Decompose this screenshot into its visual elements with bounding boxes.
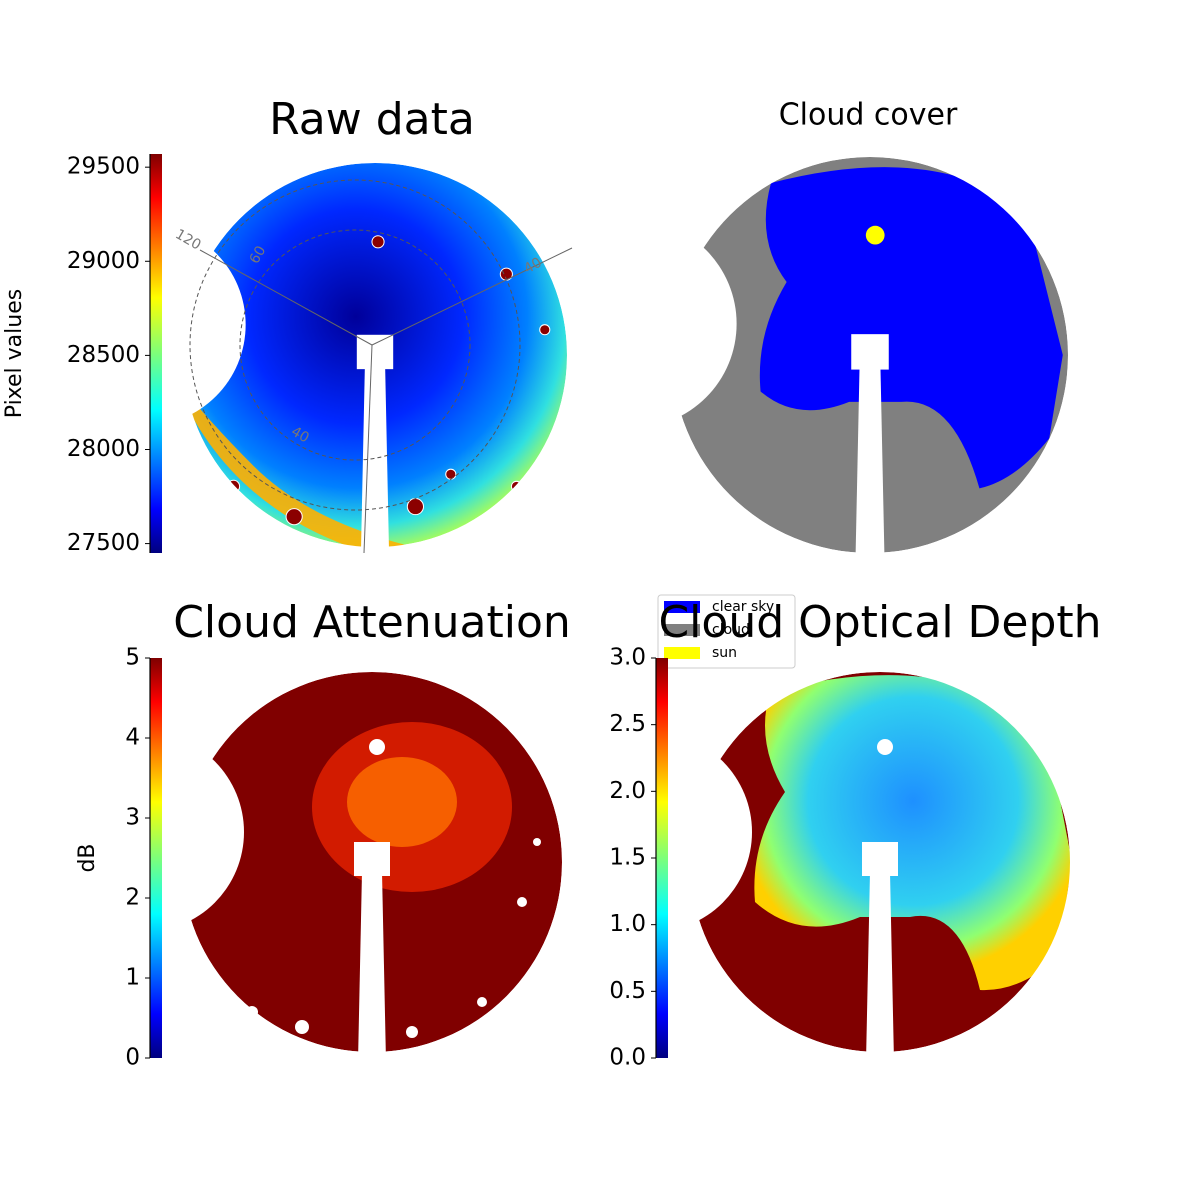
colorbar [150, 154, 162, 553]
sky-image [517, 897, 527, 907]
polar-axis [371, 247, 573, 346]
colorbar-tick-label: 0.0 [609, 1045, 646, 1071]
sky-panel [172, 163, 567, 553]
colorbar-tick-label: 29000 [67, 248, 140, 274]
colorbar [656, 658, 668, 1058]
colorbar-tick-label: 2 [125, 885, 140, 911]
polar-label: 40 [288, 424, 311, 447]
sky-image [533, 838, 541, 846]
sky-image [477, 997, 487, 1007]
colorbar-tick-label: 1.5 [609, 845, 646, 871]
polar-label: 40 [521, 255, 544, 278]
legend: clear sky cloud sun [657, 594, 796, 669]
colorbar-tick-label: 1.0 [609, 911, 646, 937]
sky-image [510, 480, 523, 492]
panel-title: Cloud Attenuation [173, 597, 571, 648]
polar-label: 60 [247, 243, 270, 266]
colorbar-label: dB [75, 843, 100, 872]
sky-image [754, 675, 1072, 991]
legend-swatch [664, 624, 700, 636]
legend-swatch [664, 601, 700, 613]
colorbar-tick-label: 5 [125, 645, 140, 671]
colorbar-tick-label: 3 [125, 805, 140, 831]
legend-label: cloud [712, 622, 750, 638]
legend-label: sun [712, 645, 737, 661]
sky-image [759, 167, 1063, 489]
polar-label: 120 [172, 226, 203, 253]
sky-image [371, 235, 385, 249]
colorbar-tick-label: 27500 [67, 530, 140, 556]
colorbar-tick-label: 29500 [67, 154, 140, 180]
panel-title: Cloud cover [779, 98, 958, 133]
panel-title: Raw data [269, 94, 475, 145]
colorbar-tick-label: 0.5 [609, 978, 646, 1004]
sky-image [369, 739, 385, 755]
polar-axis [199, 249, 373, 346]
sky-panel [690, 672, 1072, 1052]
colorbar-tick-label: 2.0 [609, 778, 646, 804]
colorbar-tick-label: 4 [125, 725, 140, 751]
polar-axis [363, 344, 373, 554]
sky-image [865, 225, 885, 245]
colorbar-tick-label: 1 [125, 965, 140, 991]
panel-title: Cloud Optical Depth [658, 597, 1101, 648]
sky-image [445, 468, 457, 480]
polar-ring [189, 179, 521, 511]
sky-image [877, 739, 893, 755]
colorbar-tick-label: 28500 [67, 342, 140, 368]
legend-swatch [664, 647, 700, 659]
sky-image [172, 375, 436, 553]
sky-image [406, 1026, 418, 1038]
colorbar-tick-label: 3.0 [609, 645, 646, 671]
sky-panel [672, 156, 1068, 553]
sky-image [347, 757, 457, 847]
sky-panel [182, 672, 562, 1052]
colorbar [150, 658, 162, 1058]
sky-image [295, 1020, 309, 1034]
legend-label: clear sky [712, 599, 774, 615]
sky-image [246, 1006, 258, 1018]
sky-image [285, 508, 303, 526]
sky-image [539, 324, 551, 336]
colorbar-label: Pixel values [2, 289, 27, 418]
colorbar-tick-label: 2.5 [609, 711, 646, 737]
colorbar-tick-label: 0 [125, 1045, 140, 1071]
colorbar-tick-label: 28000 [67, 436, 140, 462]
polar-ring [239, 229, 471, 461]
sky-image [226, 479, 241, 493]
